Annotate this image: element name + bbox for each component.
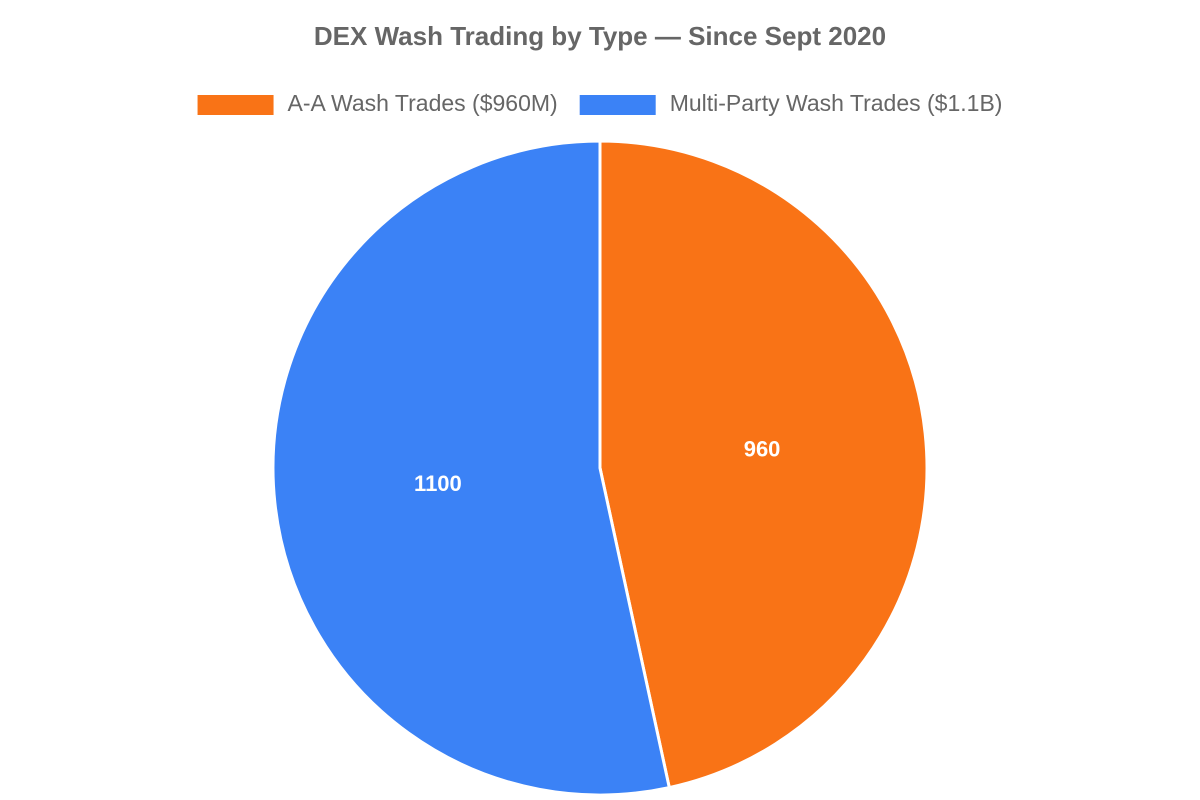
legend-label: Multi-Party Wash Trades ($1.1B) bbox=[670, 90, 1003, 116]
pie: 960 1100 bbox=[271, 139, 929, 797]
data-label: 1100 bbox=[414, 471, 462, 496]
legend-swatch bbox=[579, 95, 656, 115]
legend: A-A Wash Trades ($960M) Multi-Party Wash … bbox=[197, 90, 1003, 116]
pie-slice bbox=[598, 139, 929, 790]
legend-label: A-A Wash Trades ($960M) bbox=[288, 90, 558, 116]
legend-swatch bbox=[197, 95, 274, 115]
chart-title: DEX Wash Trading by Type — Since Sept 20… bbox=[314, 21, 886, 51]
legend-item: A-A Wash Trades ($960M) bbox=[197, 90, 558, 116]
data-label: 960 bbox=[744, 436, 781, 461]
pie-slice bbox=[271, 139, 672, 797]
legend-item: Multi-Party Wash Trades ($1.1B) bbox=[579, 90, 1003, 116]
